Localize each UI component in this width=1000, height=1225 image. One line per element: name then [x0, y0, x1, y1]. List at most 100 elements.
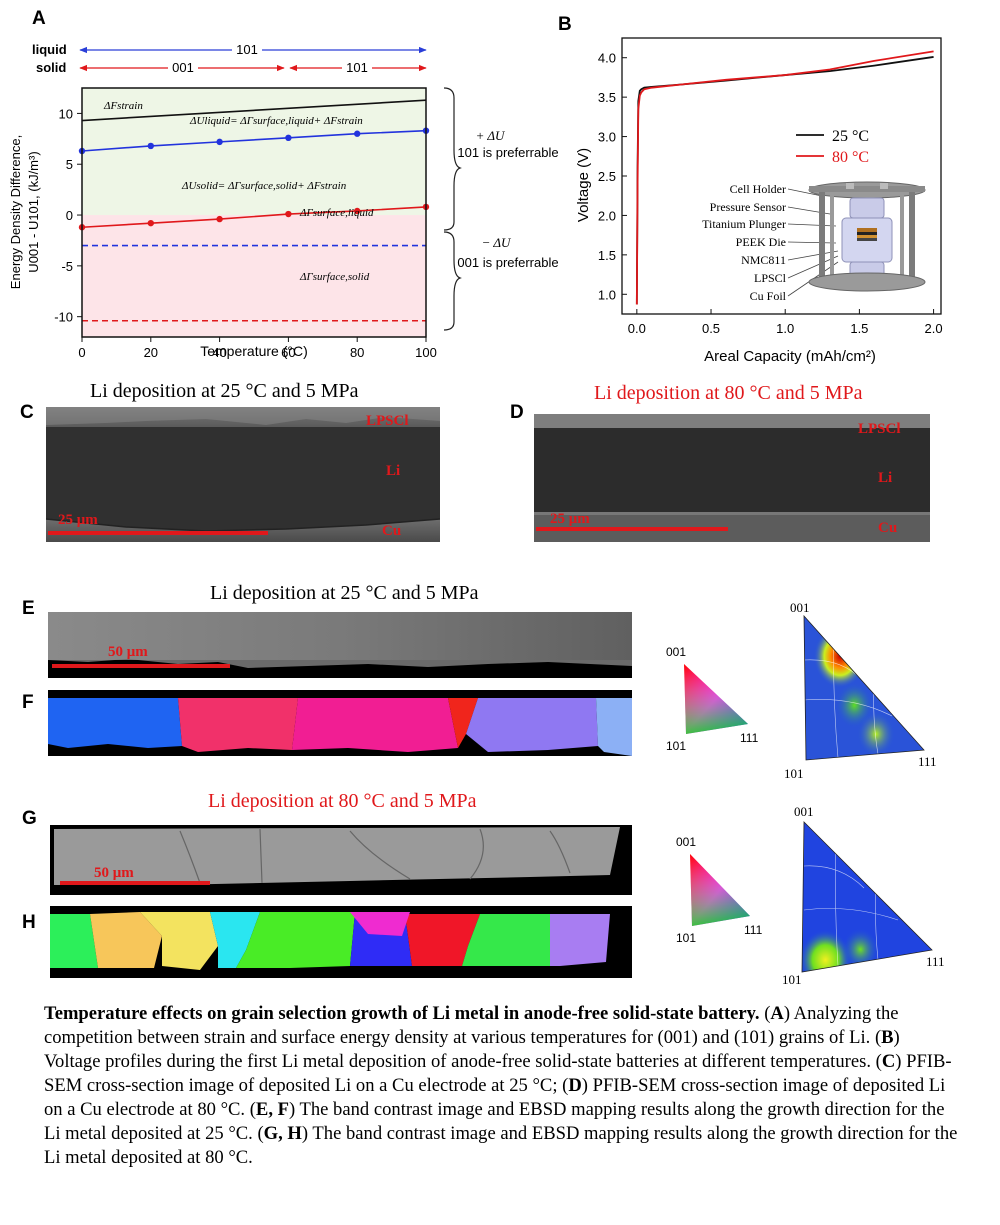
ipf2-large-101: 101	[782, 972, 802, 985]
label-delta-u-liquid: ΔUliquid= ΔΓsurface,liquid+ ΔFstrain	[189, 115, 363, 127]
ipf-large-111: 111	[918, 754, 937, 769]
ipf-key-bottom-svg: 001 101 111	[676, 835, 763, 945]
cell-label-nmc: NMC811	[741, 253, 786, 267]
b-y-tick-label-1: 3.5	[598, 90, 616, 105]
b-y-tick-label-3: 2.5	[598, 169, 616, 184]
label-surface-solid: ΔΓsurface,solid	[299, 271, 370, 283]
panel-c-title: Li deposition at 25 °C and 5 MPa	[90, 380, 359, 402]
b-y-tick-label-0: 4.0	[598, 51, 616, 66]
series-1-point-3	[285, 134, 292, 141]
series-2-point-1	[147, 219, 154, 227]
panel-b-ylabel: Voltage (V)	[575, 148, 592, 222]
brace-lower	[443, 231, 462, 331]
shaded-region-1	[82, 215, 426, 337]
panel-a-ylabel-2: U001 - U101, (kJ/m³)	[26, 151, 41, 272]
panel-label-g: G	[22, 808, 37, 829]
ipf-small-001: 001	[666, 645, 686, 659]
panel-d-scale-bar	[536, 527, 728, 531]
y-tick-label-0: 10	[59, 106, 73, 121]
panel-label-e: E	[22, 598, 35, 619]
panel-label-h: H	[22, 912, 36, 933]
b-x-tick-label-2: 1.0	[776, 321, 794, 336]
legend-25c: 25 °C	[832, 128, 869, 145]
series-2-point-2	[216, 215, 223, 223]
panel-d-scale-label: 25 μm	[550, 511, 590, 527]
b-y-tick-label-2: 3.0	[598, 130, 616, 145]
y-tick-label-2: 0	[66, 208, 73, 223]
panel-a-xlabel: Temperature (°C)	[200, 343, 308, 359]
panel-h-ebsd-map	[50, 906, 632, 978]
ipf-small-101: 101	[666, 739, 686, 753]
series-line-1	[81, 129, 427, 152]
panel-d-cu: Cu	[878, 520, 897, 536]
panel-c-sem-image: 25 μm LPSCl Li Cu	[46, 407, 440, 542]
y-tick-label-4: -10	[54, 310, 73, 325]
series-1-point-1	[147, 142, 154, 150]
panel-c-cu: Cu	[382, 523, 401, 539]
arrow-solid-101: 101	[346, 60, 368, 75]
ipf-small-111: 111	[740, 731, 759, 745]
panel-d-lpscl: LPSCl	[858, 421, 901, 437]
panel-a-frame	[81, 87, 427, 338]
cell-label-sensor: Pressure Sensor	[710, 200, 786, 214]
shaded-region-0	[82, 88, 426, 216]
figure-caption: Temperature effects on grain selection g…	[44, 1003, 958, 1168]
y-tick-label-3: -5	[61, 259, 73, 274]
brace-upper	[443, 87, 462, 231]
cell-label-lpscl: LPSCl	[754, 271, 787, 285]
panel-f-ebsd-map	[48, 690, 632, 756]
b-x-tick-label-4: 2.0	[925, 321, 943, 336]
label-surface-liquid: ΔΓsurface,liquid	[299, 207, 374, 219]
panel-b-chart: 0.0 0.5 1.0 1.5 2.0 4.0 3.5 3.0 2.5 2.0 1.5 1.0 Vol…	[575, 37, 943, 365]
x-tick-label-3: 60	[281, 345, 295, 360]
panel-c-li: Li	[386, 463, 400, 479]
b-x-tick-label-1: 0.5	[702, 321, 720, 336]
brace-lower-line2: 001 is preferrable	[457, 255, 558, 270]
panel-d-sem-image: 25 μm LPSCl Li Cu	[534, 414, 930, 542]
caption-text-b: Voltage profiles during the first Li met…	[44, 1051, 871, 1072]
caption-key-d: D	[568, 1075, 582, 1096]
caption-text-c: PFIB-SEM cross-section image of deposite…	[44, 1051, 952, 1096]
panel-label-c: C	[20, 402, 34, 423]
caption-text-d: PFIB-SEM cross-section image of deposite…	[44, 1075, 946, 1120]
caption-text-a: Analyzing the competition between strain…	[44, 1003, 899, 1048]
brace-upper-line1: + ΔU	[476, 128, 506, 143]
ipf-density-top: 001 101 111	[784, 600, 937, 780]
panel-label-b: B	[558, 14, 572, 35]
panel-g-title: Li deposition at 80 °C and 5 MPa	[208, 790, 477, 812]
panel-b-xlabel: Areal Capacity (mAh/cm²)	[704, 348, 876, 365]
panel-a-plot-area: 0 20 40 60 80 100 10 5 0 -5 -10	[54, 87, 437, 360]
series-2-point-3	[285, 210, 292, 218]
caption-key-c: C	[881, 1051, 896, 1072]
cell-label-holder: Cell Holder	[730, 182, 786, 196]
panel-c-lpscl: LPSCl	[366, 413, 409, 429]
caption-key-ef: E, F	[255, 1099, 289, 1120]
series-line-0	[81, 99, 427, 122]
panel-c-scale-bar	[48, 531, 268, 535]
caption-text-gh: The band contrast image and EBSD mapping…	[44, 1123, 958, 1168]
series-1-point-2	[216, 138, 223, 146]
series-1-point-4	[354, 130, 361, 137]
ipf-key-top-svg: 001 101 111	[666, 645, 759, 753]
b-y-tick-label-4: 2.0	[598, 208, 616, 223]
panel-e-band-contrast: 50 μm	[48, 612, 632, 678]
x-tick-label-1: 20	[144, 345, 158, 360]
b-y-tick-label-6: 1.0	[598, 287, 616, 302]
brace-upper-line2: 101 is preferrable	[457, 145, 558, 160]
caption-text-ef: The band contrast image and EBSD mapping…	[44, 1099, 945, 1144]
panel-d-li: Li	[878, 470, 892, 486]
panel-g-scale-bar	[60, 881, 210, 885]
panel-e-scale-label: 50 μm	[108, 644, 148, 660]
b-x-tick-label-3: 1.5	[850, 321, 868, 336]
panel-c-scale-label: 25 μm	[58, 512, 98, 528]
caption-title: Temperature effects on grain selection g…	[44, 1003, 760, 1024]
legend-80c: 80 °C	[832, 149, 869, 166]
panel-a-chart: liquid 101 solid 001 101 0 20 40 60 80 100 10 5…	[8, 41, 559, 360]
panel-g-scale-label: 50 μm	[94, 865, 134, 881]
caption-key-a: A	[770, 1003, 784, 1024]
panel-g-band-contrast: 50 μm	[50, 825, 632, 895]
arrow-liquid-101: 101	[236, 42, 258, 57]
ipf2-large-111: 111	[926, 954, 945, 969]
x-tick-label-5: 100	[415, 345, 437, 360]
voltage-curve-1	[635, 50, 934, 305]
